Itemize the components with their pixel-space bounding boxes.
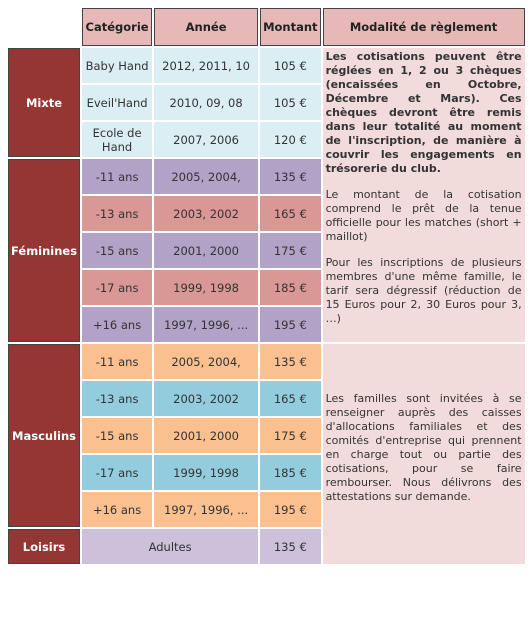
category-cell: -15 ans bbox=[82, 233, 153, 268]
tariff-table: Catégorie Année Montant Modalité de règl… bbox=[6, 6, 527, 566]
year-cell: 2001, 2000 bbox=[154, 418, 259, 453]
year-cell: 1999, 1998 bbox=[154, 270, 259, 305]
amount-cell: 185 € bbox=[260, 455, 321, 490]
table-row: -15 ans 2001, 2000 175 € bbox=[8, 418, 525, 453]
year-cell: 2003, 2002 bbox=[154, 196, 259, 231]
year-cell: 2010, 09, 08 bbox=[154, 85, 259, 120]
paragraph: Le montant de la cotisation comprend le … bbox=[325, 188, 522, 243]
header-row: Catégorie Année Montant Modalité de règl… bbox=[8, 8, 525, 46]
paragraph: Les cotisations peuvent être réglées en … bbox=[325, 50, 522, 175]
amount-cell: 135 € bbox=[260, 344, 321, 379]
header-cell: Montant bbox=[260, 8, 321, 46]
category-cell: Baby Hand bbox=[82, 48, 153, 83]
table-row: Masculins -11 ans 2005, 2004, 135 € Les fami… bbox=[8, 344, 525, 564]
header-cell: Catégorie bbox=[82, 8, 153, 46]
year-cell: 2001, 2000 bbox=[154, 233, 259, 268]
year-cell: 2003, 2002 bbox=[154, 381, 259, 416]
category-cell: -13 ans bbox=[82, 196, 153, 231]
year-cell: 1997, 1996, ... bbox=[154, 492, 259, 527]
group-label: Mixte bbox=[8, 48, 81, 157]
amount-cell: 165 € bbox=[260, 381, 321, 416]
category-cell: Adultes bbox=[82, 529, 259, 564]
year-cell: 1999, 1998 bbox=[154, 455, 259, 490]
category-cell: +16 ans bbox=[82, 492, 153, 527]
year-cell: 2005, 2004, bbox=[154, 344, 259, 379]
category-cell: +16 ans bbox=[82, 307, 153, 342]
table-row: -13 ans 2003, 2002 165 € bbox=[8, 381, 525, 416]
table-row: Loisirs Adultes 135 € bbox=[8, 529, 525, 564]
category-cell: Eveil'Hand bbox=[82, 85, 153, 120]
table-row: Féminines -11 ans 2005, 2004, 135 € bbox=[8, 159, 525, 342]
amount-cell: 195 € bbox=[260, 492, 321, 527]
table-row: +16 ans 1997, 1996, ... 195 € bbox=[8, 492, 525, 527]
amount-cell: 195 € bbox=[260, 307, 321, 342]
table-body: Mixte Baby Hand 2012, 2011, 10 105 € Les cot… bbox=[8, 48, 525, 564]
blank-header bbox=[8, 8, 81, 46]
header-cell: Année bbox=[154, 8, 259, 46]
amount-cell: 185 € bbox=[260, 270, 321, 305]
year-cell: 1997, 1996, ... bbox=[154, 307, 259, 342]
category-cell: -17 ans bbox=[82, 270, 153, 305]
table-row: Ecole de Hand 2007, 2006 120 € bbox=[8, 122, 525, 157]
table-row: Eveil'Hand 2010, 09, 08 105 € bbox=[8, 85, 525, 120]
amount-cell: 135 € bbox=[260, 159, 321, 194]
payment-terms: Les familles sont invitées à se renseign… bbox=[322, 344, 525, 564]
year-cell: 2012, 2011, 10 bbox=[154, 48, 259, 83]
paragraph: Pour les inscriptions de plusieurs membr… bbox=[325, 256, 522, 325]
year-cell: 2007, 2006 bbox=[154, 122, 259, 157]
table-row: -17 ans 1999, 1998 185 € bbox=[8, 270, 525, 305]
header-cell: Modalité de règlement bbox=[322, 8, 525, 46]
category-cell: -17 ans bbox=[82, 455, 153, 490]
payment-terms: Les cotisations peuvent être réglées en … bbox=[322, 48, 525, 342]
amount-cell: 165 € bbox=[260, 196, 321, 231]
table-row: -15 ans 2001, 2000 175 € bbox=[8, 233, 525, 268]
table-row: -13 ans 2003, 2002 165 € bbox=[8, 196, 525, 231]
amount-cell: 105 € bbox=[260, 85, 321, 120]
amount-cell: 120 € bbox=[260, 122, 321, 157]
amount-cell: 135 € bbox=[260, 529, 321, 564]
paragraph: Les familles sont invitées à se renseign… bbox=[325, 392, 522, 503]
category-cell: -11 ans bbox=[82, 159, 153, 194]
group-label: Féminines bbox=[8, 159, 81, 342]
table-row: Mixte Baby Hand 2012, 2011, 10 105 € Les cot… bbox=[8, 48, 525, 342]
table-row: +16 ans 1997, 1996, ... 195 € bbox=[8, 307, 525, 342]
group-label: Loisirs bbox=[8, 529, 81, 564]
year-cell: 2005, 2004, bbox=[154, 159, 259, 194]
category-cell: Ecole de Hand bbox=[82, 122, 153, 157]
amount-cell: 175 € bbox=[260, 233, 321, 268]
table-row: -17 ans 1999, 1998 185 € bbox=[8, 455, 525, 490]
amount-cell: 175 € bbox=[260, 418, 321, 453]
category-cell: -13 ans bbox=[82, 381, 153, 416]
group-label: Masculins bbox=[8, 344, 81, 527]
category-cell: -15 ans bbox=[82, 418, 153, 453]
amount-cell: 105 € bbox=[260, 48, 321, 83]
category-cell: -11 ans bbox=[82, 344, 153, 379]
